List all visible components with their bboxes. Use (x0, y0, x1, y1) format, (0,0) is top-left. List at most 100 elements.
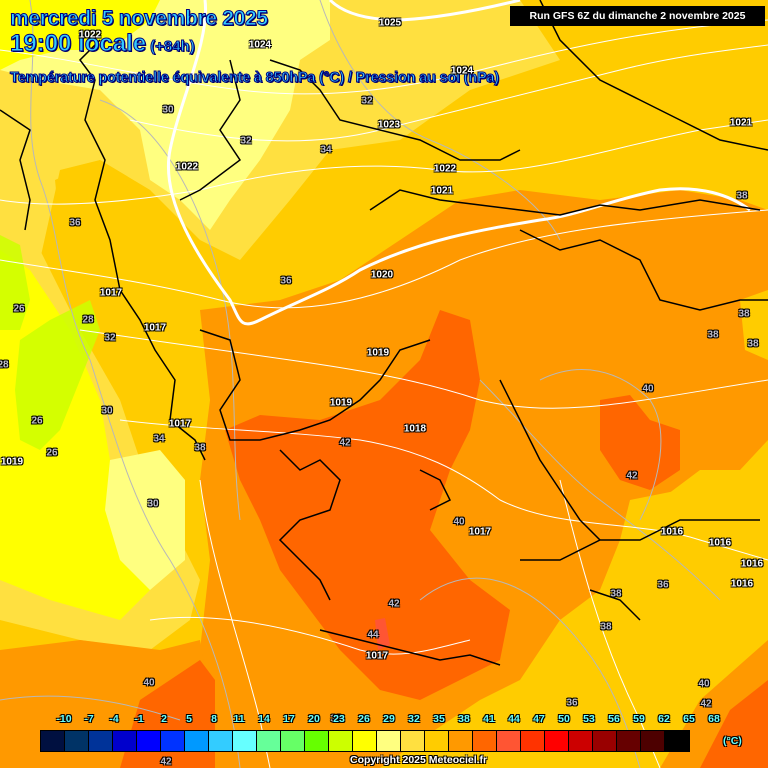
theta-label: 38 (610, 588, 622, 600)
isobar-1025-bold (328, 0, 521, 22)
colorbar-swatch (425, 731, 449, 751)
colorbar-swatch (137, 731, 161, 751)
theta-label: 26 (31, 415, 43, 427)
theta-label: 40 (453, 516, 465, 528)
pressure-label: 1016 (660, 526, 684, 538)
theta-label: 42 (160, 756, 172, 768)
pressure-label: 1017 (468, 526, 492, 538)
theta-zone-41-44-aegean (225, 310, 510, 700)
theta-label: 42 (626, 470, 638, 482)
theta-label: 28 (0, 359, 9, 371)
colorbar-swatch (233, 731, 257, 751)
pressure-label: 1024 (248, 39, 272, 51)
colorbar-swatch (497, 731, 521, 751)
theta-label: 40 (698, 678, 710, 690)
pressure-label: 1017 (99, 287, 123, 299)
theta-label: 36 (657, 579, 669, 591)
theta-label: 36 (69, 217, 81, 229)
theta-zone-44-se-corner (700, 680, 768, 768)
theta-isolines (0, 0, 721, 768)
theta-label: 32 (361, 95, 373, 107)
pressure-label: 1016 (708, 537, 732, 549)
isobars (0, 19, 768, 768)
pressure-label: 1019 (329, 397, 353, 409)
colorbar-tick-label: -4 (109, 713, 119, 725)
pressure-label: 1017 (143, 322, 167, 334)
theta-label: 42 (700, 698, 712, 710)
pressure-label: 1022 (175, 161, 199, 173)
theta-zone-green-2 (0, 235, 30, 330)
colorbar-swatch (161, 731, 185, 751)
colorbar-swatch (41, 731, 65, 751)
colorbar-unit: (°C) (723, 735, 742, 747)
colorbar-swatch (305, 731, 329, 751)
parameter-title: Température potentielle équivalente à 85… (10, 70, 500, 87)
pressure-label: 1017 (365, 650, 389, 662)
colorbar-tick-label: -1 (134, 713, 144, 725)
pressure-label: 1024 (450, 65, 474, 77)
theta-label: 30 (147, 498, 159, 510)
colorbar-tick-label: 59 (633, 713, 645, 725)
colorbar-swatch (665, 731, 689, 751)
theta-zone-41-44-turkey (600, 395, 680, 490)
theta-label: 40 (642, 383, 654, 395)
colorbar-swatch (377, 731, 401, 751)
theta-zone-35-38-se (540, 470, 768, 768)
theta-label: 26 (46, 447, 58, 459)
theta-label: 38 (330, 713, 342, 725)
pressure-label: 1017 (168, 418, 192, 430)
model-run-label: Run GFS 6Z du dimanche 2 novembre 2025 (510, 6, 765, 26)
pressure-label: 1016 (740, 558, 764, 570)
colorbar-tick-label: 11 (233, 713, 245, 725)
pressure-label: 1016 (730, 578, 754, 590)
colorbar-tick-label: 5 (186, 713, 192, 725)
forecast-date: mercredi 5 novembre 2025 (10, 7, 269, 31)
copyright: Copyright 2025 Meteociel.fr (350, 754, 488, 766)
colorbar-tick-label: 56 (608, 713, 620, 725)
colorbar-tick-label: 41 (483, 713, 495, 725)
colorbar-tick-label: 2 (161, 713, 167, 725)
theta-zone-east-edge (740, 290, 768, 360)
theta-label: 38 (707, 329, 719, 341)
colorbar-swatch (593, 731, 617, 751)
theta-label: 38 (738, 308, 750, 320)
theta-label: 28 (82, 314, 94, 326)
theta-label: 34 (153, 433, 165, 445)
colorbar-swatch (569, 731, 593, 751)
pressure-label: 1020 (370, 269, 394, 281)
colorbar-swatch (545, 731, 569, 751)
theta-label: 38 (600, 621, 612, 633)
colorbar-swatch (401, 731, 425, 751)
colorbar-tick-label: 38 (458, 713, 470, 725)
colorbar-swatch (185, 731, 209, 751)
colorbar-swatch (257, 731, 281, 751)
theta-zone-36-adriatic (55, 160, 230, 420)
colorbar-tick-label: 68 (708, 713, 720, 725)
colorbar-swatch (449, 731, 473, 751)
colorbar-swatch (521, 731, 545, 751)
colorbar-tick-label: 23 (333, 713, 345, 725)
colorbar-tick-label: -10 (56, 713, 72, 725)
colorbar-tick-label: 32 (408, 713, 420, 725)
colorbar-swatch (329, 731, 353, 751)
theta-label: 34 (320, 144, 332, 156)
theta-label: 44 (367, 629, 379, 641)
theta-label: 38 (736, 190, 748, 202)
theta-label: 40 (143, 677, 155, 689)
colorbar (40, 730, 690, 752)
theta-label: 42 (339, 437, 351, 449)
theta-label: 36 (566, 697, 578, 709)
colorbar-tick-label: 26 (358, 713, 370, 725)
pressure-label: 1025 (378, 17, 402, 29)
colorbar-swatch (473, 731, 497, 751)
pressure-label: 1021 (729, 117, 753, 129)
theta-label: 38 (747, 338, 759, 350)
pressure-label: 1021 (430, 185, 454, 197)
colorbar-tick-label: 65 (683, 713, 695, 725)
forecast-lead-time: (+84h) (150, 38, 196, 56)
colorbar-tick-label: 8 (211, 713, 217, 725)
pressure-label: 1023 (377, 119, 401, 131)
theta-label: 26 (13, 303, 25, 315)
colorbar-swatch (89, 731, 113, 751)
colorbar-tick-label: -7 (84, 713, 94, 725)
